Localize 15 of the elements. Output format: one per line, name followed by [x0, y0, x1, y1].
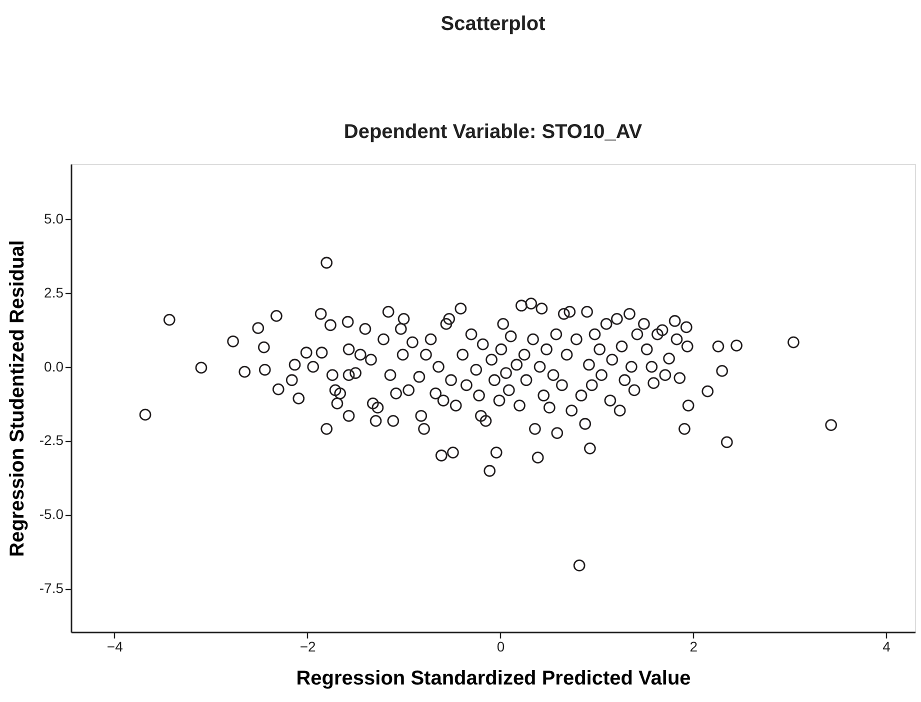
x-axis-title: Regression Standardized Predicted Value	[296, 668, 691, 690]
x-tick-label: −2	[300, 638, 316, 654]
y-tick-label: 0.0	[44, 358, 64, 374]
chart-title: Scatterplot	[440, 13, 546, 35]
y-tick-label: 2.5	[44, 284, 64, 300]
x-tick-label: 4	[882, 638, 891, 654]
x-tick-label: 2	[690, 638, 698, 654]
y-tick-label: 5.0	[44, 210, 64, 226]
chart-subtitle: Dependent Variable: STO10_AV	[344, 121, 643, 143]
x-tick-label: −4	[106, 638, 124, 654]
y-tick-label: -2.5	[39, 432, 64, 448]
y-axis-title: Regression Studentized Residual	[6, 240, 28, 557]
y-tick-label: -7.5	[39, 580, 64, 596]
y-tick-label: -5.0	[39, 506, 64, 522]
x-tick-label: 0	[496, 638, 505, 654]
